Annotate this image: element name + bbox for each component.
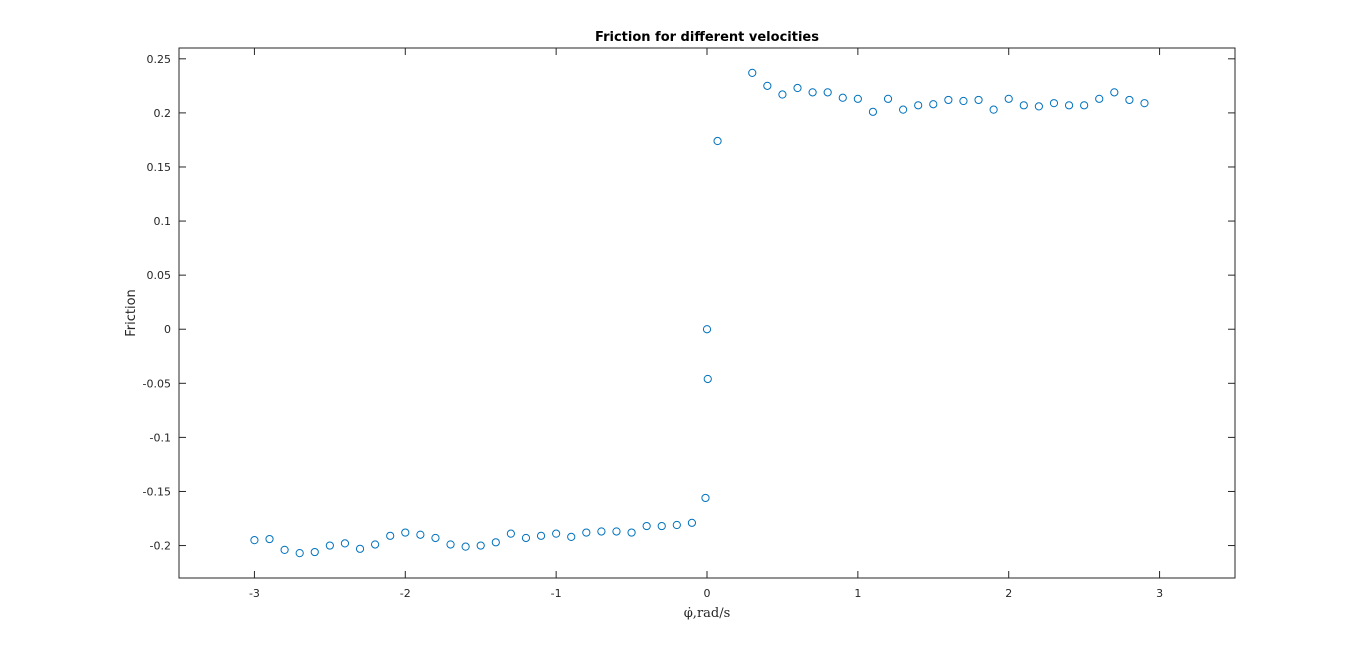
data-point [838, 93, 847, 102]
data-point [701, 493, 710, 503]
y-axis: -0.2 -0.15 -0.1 -0.05 0 0.05 0.1 0.15 0.2 0.25 [143, 53, 1235, 553]
data-point [672, 520, 681, 530]
data-point [929, 100, 938, 109]
data-point [476, 541, 485, 550]
data-point [612, 527, 621, 536]
data-point [491, 538, 500, 547]
chart-title: Friction for different velocities [595, 30, 819, 45]
data-point [944, 95, 953, 105]
data-point [582, 528, 591, 537]
data-point [1110, 88, 1119, 97]
data-point [371, 540, 380, 549]
y-tick-label: 0.25 [147, 53, 172, 66]
data-point [1140, 99, 1149, 108]
data-point [446, 540, 455, 549]
data-point [713, 136, 722, 146]
data-point [295, 549, 304, 558]
data-point [567, 532, 576, 541]
x-tick-label: 3 [1156, 587, 1163, 600]
data-point [899, 105, 908, 114]
data-point [642, 521, 651, 531]
x-axis: -3 -2 -1 0 1 2 3 [249, 48, 1163, 600]
data-point [1034, 102, 1043, 111]
data-point [793, 83, 802, 93]
y-tick-label: -0.05 [143, 377, 171, 390]
data-point [1095, 94, 1104, 103]
data-point [959, 96, 968, 106]
data-point [1080, 101, 1089, 110]
x-tick-label: -3 [249, 587, 260, 600]
data-point [974, 95, 983, 105]
data-point [703, 374, 712, 384]
data-point [853, 94, 862, 103]
data-point [340, 539, 350, 548]
data-point [1049, 99, 1059, 108]
y-tick-label: 0 [164, 323, 171, 336]
x-axis-label: φ̇,rad/s [684, 606, 731, 621]
data-point [401, 528, 410, 537]
y-axis-label: Friction [124, 289, 139, 337]
data-point [536, 531, 546, 540]
data-point [461, 542, 470, 551]
data-point [883, 94, 893, 103]
data-points [250, 68, 1149, 558]
data-point [823, 88, 832, 97]
data-point [989, 105, 998, 114]
data-point [657, 521, 666, 531]
data-point [521, 533, 531, 543]
data-point [416, 530, 425, 539]
data-point [431, 533, 440, 543]
y-tick-label: 0.15 [147, 161, 172, 174]
y-tick-label: -0.1 [150, 431, 171, 444]
x-tick-label: 0 [704, 587, 711, 600]
x-tick-label: -1 [551, 587, 562, 600]
x-tick-label: 1 [854, 587, 861, 600]
data-point [748, 68, 757, 77]
data-point [763, 81, 772, 90]
data-point [1125, 95, 1134, 105]
x-tick-label: -2 [400, 587, 411, 600]
data-point [868, 107, 878, 116]
data-point [552, 529, 561, 538]
data-point [702, 325, 712, 334]
data-point [325, 541, 334, 550]
data-point [914, 101, 923, 110]
data-point [280, 545, 289, 554]
data-point [265, 534, 274, 544]
data-point [687, 518, 697, 527]
y-tick-label: 0.2 [154, 107, 172, 120]
y-tick-label: 0.05 [147, 269, 172, 282]
data-point [1004, 94, 1013, 103]
data-point [627, 528, 636, 537]
data-point [310, 547, 319, 557]
y-tick-label: -0.2 [150, 540, 171, 553]
data-point [778, 90, 787, 99]
y-tick-label: -0.15 [143, 485, 171, 498]
data-point [597, 527, 606, 536]
axes-box [178, 47, 1236, 579]
x-tick-label: 2 [1005, 587, 1012, 600]
y-tick-label: 0.1 [154, 215, 172, 228]
data-point [1064, 101, 1074, 110]
data-point [808, 88, 817, 97]
data-point [1019, 101, 1028, 110]
data-point [386, 531, 395, 540]
data-point [506, 529, 515, 538]
data-point [250, 536, 259, 545]
data-point [355, 544, 365, 553]
